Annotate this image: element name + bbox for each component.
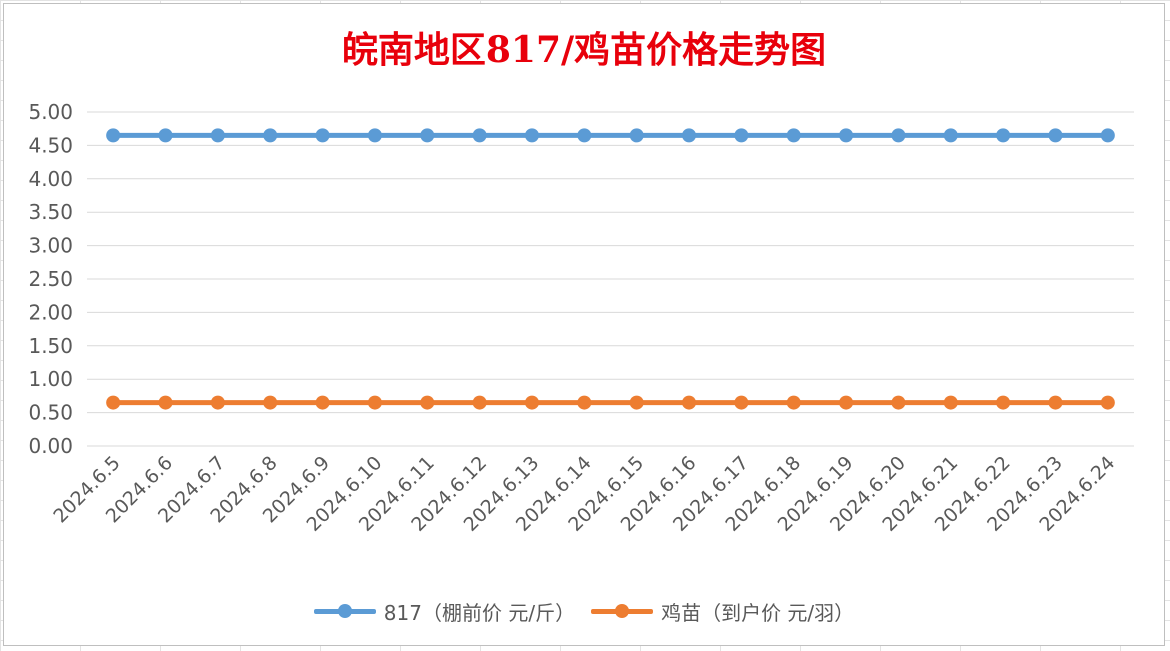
- data-point-s1-14[interactable]: [839, 395, 854, 410]
- y-tick-label: 1.50: [28, 334, 73, 358]
- data-point-s0-15[interactable]: [891, 128, 906, 143]
- data-point-s0-18[interactable]: [1048, 128, 1063, 143]
- data-point-s1-17[interactable]: [996, 395, 1011, 410]
- data-point-s0-12[interactable]: [734, 128, 749, 143]
- y-axis-ticks: 0.00 0.50 1.00 1.50 2.00 2.50 3.00 3.50 4.00 4.50…: [28, 100, 73, 458]
- plot-area: 0.00 0.50 1.00 1.50 2.00 2.50 3.00 3.50 4.00 4.50…: [28, 100, 1134, 536]
- legend-dot-chick: [615, 604, 630, 618]
- data-point-s1-6[interactable]: [420, 395, 435, 410]
- legend-item-817[interactable]: 817（棚前价 元/斤）: [313, 597, 576, 626]
- y-tick-label: 4.50: [28, 133, 73, 157]
- data-point-s0-8[interactable]: [524, 128, 539, 143]
- chart-title: 皖南地区817/鸡苗价格走势图: [341, 29, 827, 71]
- data-point-s1-16[interactable]: [943, 395, 958, 410]
- data-point-s1-9[interactable]: [577, 395, 592, 410]
- legend: 817（棚前价 元/斤） 鸡苗（到户价 元/羽）: [4, 594, 1164, 628]
- y-tick-label: 5.00: [28, 100, 73, 124]
- data-point-s1-13[interactable]: [786, 395, 801, 410]
- data-point-s1-5[interactable]: [367, 395, 382, 410]
- legend-label-817: 817（棚前价 元/斤）: [383, 600, 576, 625]
- data-point-s1-1[interactable]: [158, 395, 173, 410]
- legend-label-chick: 鸡苗（到户价 元/羽）: [661, 600, 855, 625]
- data-point-s1-2[interactable]: [210, 395, 225, 410]
- legend-item-chick[interactable]: 鸡苗（到户价 元/羽）: [591, 597, 854, 626]
- data-point-s0-17[interactable]: [996, 128, 1011, 143]
- y-tick-label: 2.00: [28, 300, 73, 324]
- chart-frame[interactable]: 皖南地区817/鸡苗价格走势图 0.00 0.50 1.00 1.50 2.00 2.50…: [3, 3, 1165, 646]
- data-point-s0-3[interactable]: [263, 128, 278, 143]
- data-point-s1-0[interactable]: [106, 395, 121, 410]
- y-tick-label: 1.00: [28, 367, 73, 391]
- data-point-s1-11[interactable]: [682, 395, 697, 410]
- gridlines: [87, 111, 1134, 447]
- x-axis-ticks: 2024.6.52024.6.62024.6.72024.6.82024.6.9…: [49, 452, 1119, 536]
- y-tick-label: 0.50: [28, 401, 73, 425]
- data-point-s0-0[interactable]: [106, 128, 121, 143]
- data-point-s1-15[interactable]: [891, 395, 906, 410]
- y-tick-label: 3.50: [28, 200, 73, 224]
- data-point-s0-9[interactable]: [577, 128, 592, 143]
- data-point-s0-14[interactable]: [839, 128, 854, 143]
- data-point-s0-7[interactable]: [472, 128, 487, 143]
- data-point-s0-10[interactable]: [629, 128, 644, 143]
- legend-swatch-chick: [591, 600, 654, 622]
- data-point-s0-13[interactable]: [786, 128, 801, 143]
- data-point-s0-4[interactable]: [315, 128, 330, 143]
- data-point-s0-5[interactable]: [367, 128, 382, 143]
- data-point-s0-19[interactable]: [1100, 128, 1115, 143]
- data-point-s1-19[interactable]: [1100, 395, 1115, 410]
- data-point-s0-2[interactable]: [210, 128, 225, 143]
- data-point-s1-8[interactable]: [524, 395, 539, 410]
- data-point-s0-6[interactable]: [420, 128, 435, 143]
- y-tick-label: 3.00: [28, 234, 73, 258]
- y-tick-label: 2.50: [28, 267, 73, 291]
- legend-swatch-817: [313, 600, 376, 622]
- y-tick-label: 4.00: [28, 167, 73, 191]
- data-point-s1-10[interactable]: [629, 395, 644, 410]
- data-point-s1-3[interactable]: [263, 395, 278, 410]
- data-point-s0-16[interactable]: [943, 128, 958, 143]
- data-point-s1-18[interactable]: [1048, 395, 1063, 410]
- y-tick-label: 0.00: [28, 434, 73, 458]
- data-point-s0-1[interactable]: [158, 128, 173, 143]
- legend-dot-817: [337, 604, 352, 618]
- data-point-s1-12[interactable]: [734, 395, 749, 410]
- data-point-s0-11[interactable]: [682, 128, 697, 143]
- data-point-s1-7[interactable]: [472, 395, 487, 410]
- data-point-s1-4[interactable]: [315, 395, 330, 410]
- series-lines: [106, 128, 1115, 410]
